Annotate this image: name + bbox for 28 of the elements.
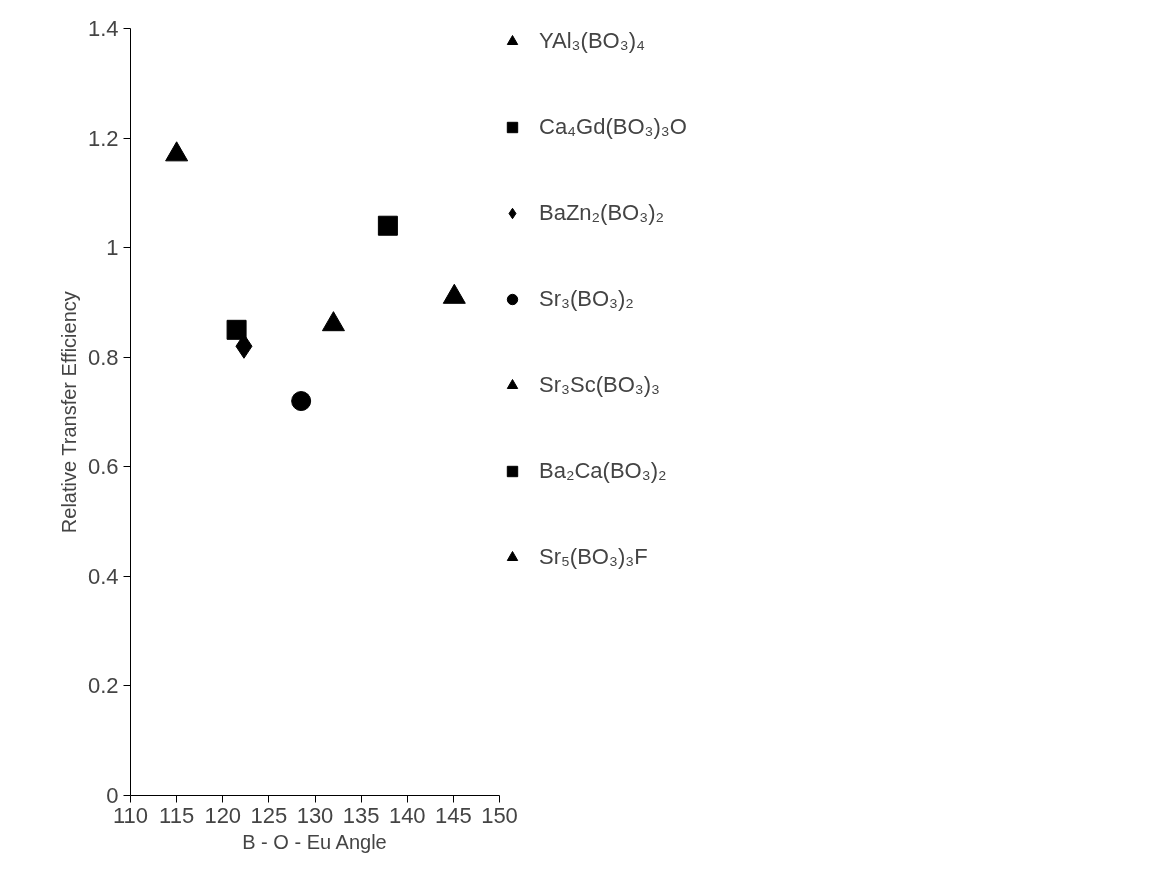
legend-label: Sr₅(BO₃)₃F: [539, 544, 648, 570]
x-tick-label: 120: [204, 802, 242, 828]
legend-label: Ca₄Gd(BO₃)₃O: [539, 114, 687, 140]
point: [377, 215, 398, 236]
y-tick-label: 0.6: [87, 454, 119, 480]
x-tick-label: 150: [481, 802, 518, 828]
legend-label: Sr₃(BO₃)₂: [539, 286, 634, 312]
x-tick-label: 125: [250, 802, 288, 828]
x-tick-label: 130: [296, 802, 334, 828]
y-tick-label: 0.4: [87, 563, 119, 589]
x-tick-label: 115: [159, 802, 195, 828]
x-tick-label: 140: [388, 802, 426, 828]
y-tick-label: 0.2: [87, 673, 119, 699]
x-axis-title: B - O - Eu Angle: [242, 830, 387, 853]
point: [291, 391, 312, 412]
y-tick-label: 1.2: [87, 125, 119, 151]
legend-label: Ba₂Ca(BO₃)₂: [539, 458, 667, 484]
y-tick-label: 0.8: [87, 344, 119, 370]
legend-label: BaZn₂(BO₃)₂: [539, 200, 665, 226]
legend-label: YAl₃(BO₃)₄: [539, 28, 645, 54]
y-tick-label: 1.4: [87, 16, 119, 41]
x-tick-label: 135: [342, 802, 380, 828]
y-tick-label: 1: [106, 235, 119, 261]
point: [226, 319, 247, 340]
x-tick-label: 145: [435, 802, 472, 828]
point: [165, 141, 189, 162]
y-axis-title: Relative Transfer Efficiency: [57, 291, 80, 534]
legend-label: Sr₃Sc(BO₃)₃: [539, 372, 660, 398]
